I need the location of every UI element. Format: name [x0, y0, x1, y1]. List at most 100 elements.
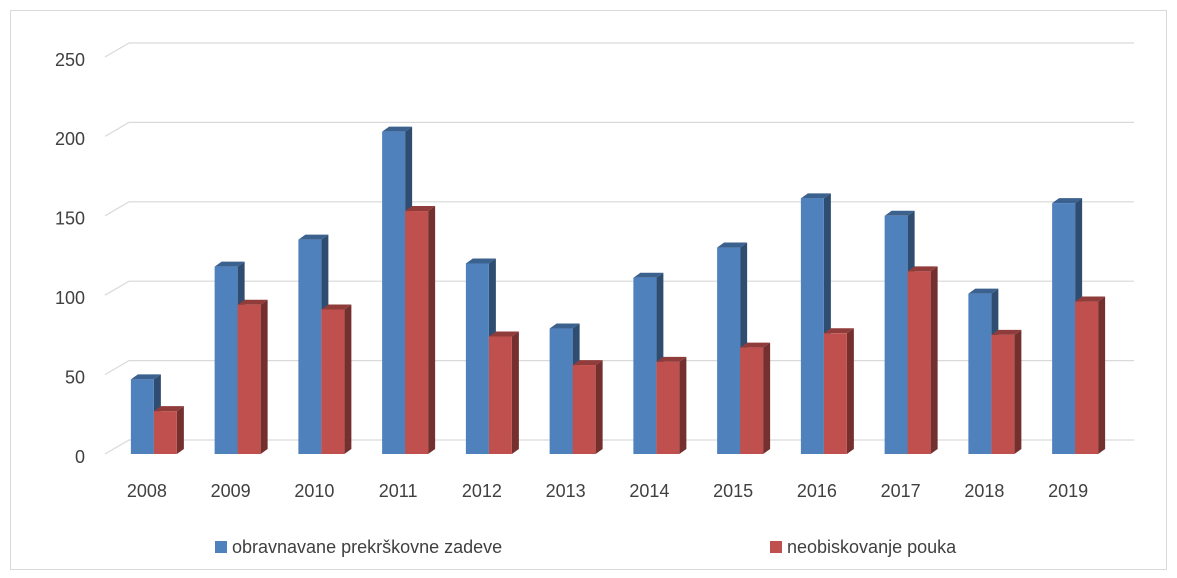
- bar-face: [800, 193, 831, 199]
- bar-face: [549, 323, 580, 329]
- bar-face: [428, 206, 436, 454]
- bar-face: [130, 374, 161, 380]
- bar: [907, 266, 938, 454]
- x-tick-label: 2013: [546, 481, 586, 501]
- x-tick-label: 2014: [629, 481, 669, 501]
- bar: [1075, 296, 1106, 454]
- bar-face: [823, 328, 854, 334]
- bar-face: [595, 360, 603, 454]
- bar-face: [344, 304, 352, 454]
- bar-face: [907, 271, 931, 454]
- bar-face: [968, 288, 999, 294]
- bar-face: [298, 234, 329, 240]
- bar-face: [382, 126, 413, 132]
- grid-line: [104, 121, 1134, 137]
- x-tick-label: 2008: [127, 481, 167, 501]
- bar-face: [740, 342, 771, 348]
- bar-face: [298, 239, 322, 454]
- bar: [488, 331, 519, 454]
- y-tick-label: 250: [55, 50, 85, 70]
- bar-face: [214, 266, 238, 454]
- bar-face: [717, 247, 741, 454]
- bar-face: [991, 334, 1015, 454]
- x-tick-label: 2011: [379, 481, 418, 501]
- bar-face: [321, 304, 352, 310]
- bar: [237, 299, 268, 454]
- legend-label: obravnavane prekrškovne zadeve: [232, 537, 502, 557]
- bar-face: [237, 304, 261, 454]
- bar: [153, 406, 184, 454]
- bar-face: [633, 277, 657, 454]
- bar-face: [823, 333, 847, 454]
- bar-face: [237, 299, 268, 305]
- bar: [991, 329, 1022, 454]
- bar-face: [130, 379, 154, 454]
- bar-face: [176, 406, 184, 454]
- bar-face: [907, 266, 938, 272]
- bar-face: [1075, 301, 1099, 454]
- bar-face: [800, 198, 824, 454]
- grid-line: [104, 360, 1134, 376]
- bar-face: [321, 309, 345, 454]
- bar-face: [1052, 203, 1076, 454]
- bar-face: [1014, 329, 1022, 454]
- bar: [823, 328, 854, 454]
- bar-face: [1075, 296, 1106, 302]
- bar: [572, 360, 603, 454]
- bar: [656, 356, 687, 454]
- bar-face: [717, 242, 748, 248]
- x-tick-label: 2009: [211, 481, 251, 501]
- bar-face: [884, 215, 908, 454]
- grid-line: [104, 280, 1134, 296]
- grid-line: [104, 439, 1134, 455]
- grid-line: [104, 201, 1134, 217]
- bar-face: [968, 293, 992, 454]
- bar: [321, 304, 352, 454]
- y-tick-label: 150: [55, 209, 85, 229]
- bar-face: [763, 342, 771, 454]
- x-tick-label: 2018: [964, 481, 1004, 501]
- bar-face: [572, 360, 603, 366]
- y-tick-label: 0: [75, 447, 85, 467]
- bar-face: [488, 331, 519, 337]
- bar-face: [488, 336, 512, 454]
- bar-face: [572, 365, 596, 454]
- bar-face: [549, 328, 573, 454]
- bar-face: [214, 261, 245, 267]
- bar-face: [153, 406, 184, 412]
- x-tick-label: 2010: [294, 481, 334, 501]
- legend-label: neobiskovanje pouka: [787, 537, 957, 557]
- bar-face: [405, 206, 436, 212]
- bar-face: [153, 411, 177, 454]
- bar-face: [465, 263, 489, 454]
- bar-face: [465, 258, 496, 264]
- bar-face: [1052, 198, 1083, 204]
- bar-face: [1098, 296, 1106, 454]
- bar: [740, 342, 771, 454]
- bar-face: [511, 331, 519, 454]
- x-tick-label: 2019: [1048, 481, 1088, 501]
- y-tick-label: 100: [55, 288, 85, 308]
- legend-swatch: [215, 541, 227, 553]
- x-tick-label: 2017: [881, 481, 921, 501]
- bar-face: [930, 266, 938, 454]
- x-tick-label: 2012: [462, 481, 502, 501]
- bar-face: [633, 272, 664, 278]
- y-tick-label: 50: [65, 367, 85, 387]
- bar-face: [884, 210, 915, 216]
- legend-swatch: [770, 541, 782, 553]
- grid-line: [104, 42, 1134, 58]
- bar: [405, 206, 436, 454]
- bar-face: [656, 356, 687, 362]
- x-tick-label: 2015: [713, 481, 753, 501]
- bar-face: [846, 328, 854, 454]
- bar-face: [382, 131, 406, 455]
- bar-face: [740, 347, 764, 454]
- bar-face: [656, 361, 680, 454]
- bar-face: [679, 356, 687, 454]
- y-tick-label: 200: [55, 129, 85, 149]
- x-tick-label: 2016: [797, 481, 837, 501]
- bar-face: [991, 329, 1022, 335]
- bar-face: [260, 299, 268, 454]
